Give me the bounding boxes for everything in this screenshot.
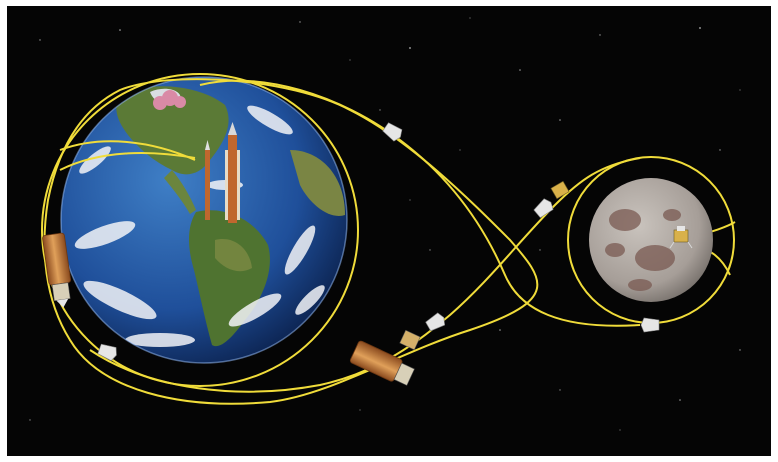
- capsule-icon: [533, 198, 554, 219]
- earth-parking-orbit: [41, 73, 359, 387]
- capsule-icon: [640, 317, 660, 333]
- launch-plume-icon: [153, 90, 186, 110]
- north-america-landmass: [116, 86, 229, 175]
- lunar-mare: [609, 209, 641, 231]
- launch-rocket-icon: [205, 122, 240, 223]
- moon-icon: [589, 178, 713, 302]
- earth-icon: [60, 76, 348, 364]
- star-field: [29, 17, 741, 431]
- upper-stage-icon: [399, 329, 421, 351]
- lander-icon: [550, 180, 570, 200]
- translunar-path: [199, 79, 641, 327]
- upper-stage-icon: [42, 232, 71, 308]
- central-america-landmass: [164, 170, 196, 214]
- capsule-icon: [97, 343, 117, 362]
- cloud-cover: [74, 105, 325, 347]
- capsule-icon: [425, 312, 446, 332]
- africa-landmass: [290, 150, 345, 216]
- upper-stage-icon: [349, 340, 415, 386]
- capsule-icon: [382, 122, 403, 142]
- lander-icon: [669, 226, 693, 249]
